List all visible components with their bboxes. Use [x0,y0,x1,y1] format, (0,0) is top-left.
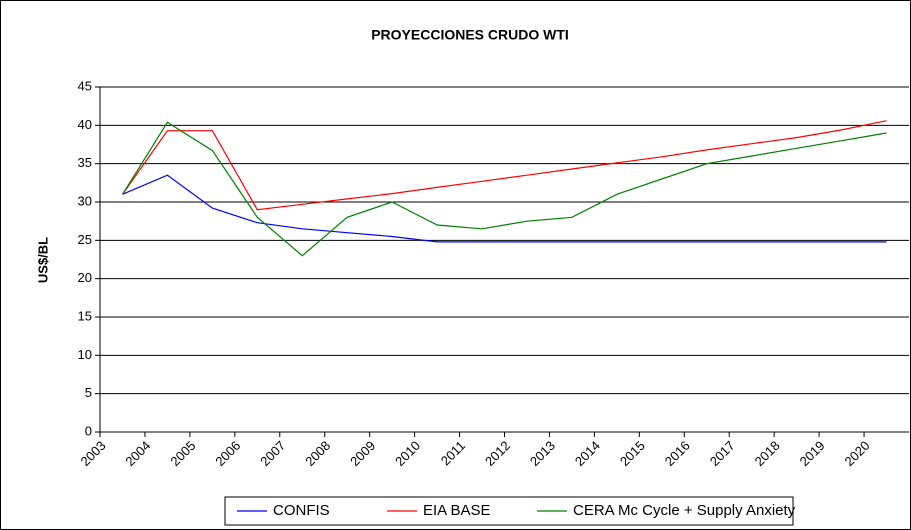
y-tick-label: 35 [78,155,92,170]
y-tick-label: 10 [78,347,92,362]
y-tick-label: 30 [78,193,92,208]
y-tick-label: 15 [78,308,92,323]
series-line [122,120,887,211]
y-tick-label: 20 [78,270,92,285]
series-line [122,174,887,243]
y-tick-label: 0 [85,423,92,438]
legend-label: CONFIS [273,502,330,519]
series-line [121,121,887,257]
legend-label: EIA BASE [423,502,491,519]
y-tick-label: 25 [78,232,92,247]
chart-title: PROYECCIONES CRUDO WTI [371,27,569,43]
y-tick-label: 45 [78,78,92,93]
legend-label: CERA Mc Cycle + Supply Anxiety [573,502,796,519]
y-axis-label: US$/BL [35,237,50,283]
legend-box [224,496,794,526]
y-tick-label: 40 [78,117,92,132]
y-tick-label: 5 [85,385,92,400]
